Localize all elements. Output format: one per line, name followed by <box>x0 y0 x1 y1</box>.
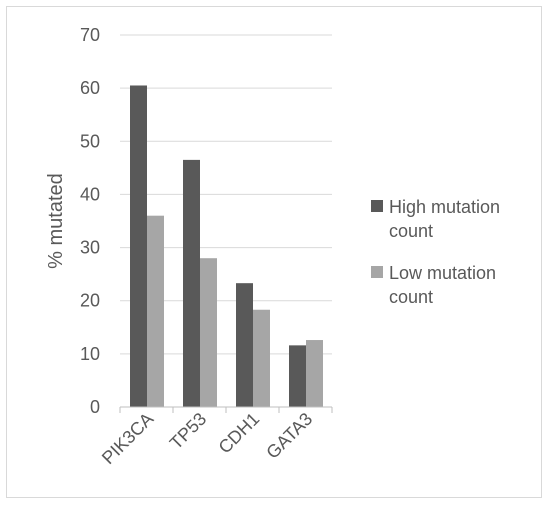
y-axis-title: % mutated <box>45 173 67 269</box>
y-tick-label: 20 <box>80 291 100 311</box>
bar-cdh1-high <box>236 283 253 407</box>
y-tick-label: 60 <box>80 78 100 98</box>
y-tick-label: 10 <box>80 344 100 364</box>
y-tick-label: 50 <box>80 131 100 151</box>
legend-label: High mutation count <box>389 197 500 241</box>
bar-gata3-low <box>306 340 323 407</box>
legend: High mutation count Low mutation count <box>371 197 500 307</box>
x-tick-labels: PIK3CA TP53 CDH1 GATA3 <box>98 409 316 468</box>
legend-swatch <box>371 200 383 212</box>
x-tick-label: GATA3 <box>262 409 316 463</box>
x-axis <box>119 406 333 413</box>
legend-swatch <box>371 266 383 278</box>
bar-pik3ca-low <box>147 215 164 407</box>
y-tick-label: 70 <box>80 25 100 45</box>
bar-tp53-high <box>183 159 200 407</box>
legend-label: Low mutation count <box>389 263 496 307</box>
x-tick-label: TP53 <box>166 409 211 454</box>
y-tick-label: 30 <box>80 238 100 258</box>
y-tick-label: 0 <box>90 397 100 417</box>
bar-cdh1-low <box>253 309 270 407</box>
x-tick-label: CDH1 <box>215 409 264 458</box>
y-tick-labels: 0 10 20 30 40 50 60 70 <box>80 25 100 417</box>
y-tick-label: 40 <box>80 184 100 204</box>
bars <box>130 85 323 407</box>
bar-tp53-low <box>200 258 217 407</box>
bar-gata3-high <box>289 345 306 407</box>
bar-pik3ca-high <box>130 85 147 407</box>
x-tick-label: PIK3CA <box>98 409 157 468</box>
